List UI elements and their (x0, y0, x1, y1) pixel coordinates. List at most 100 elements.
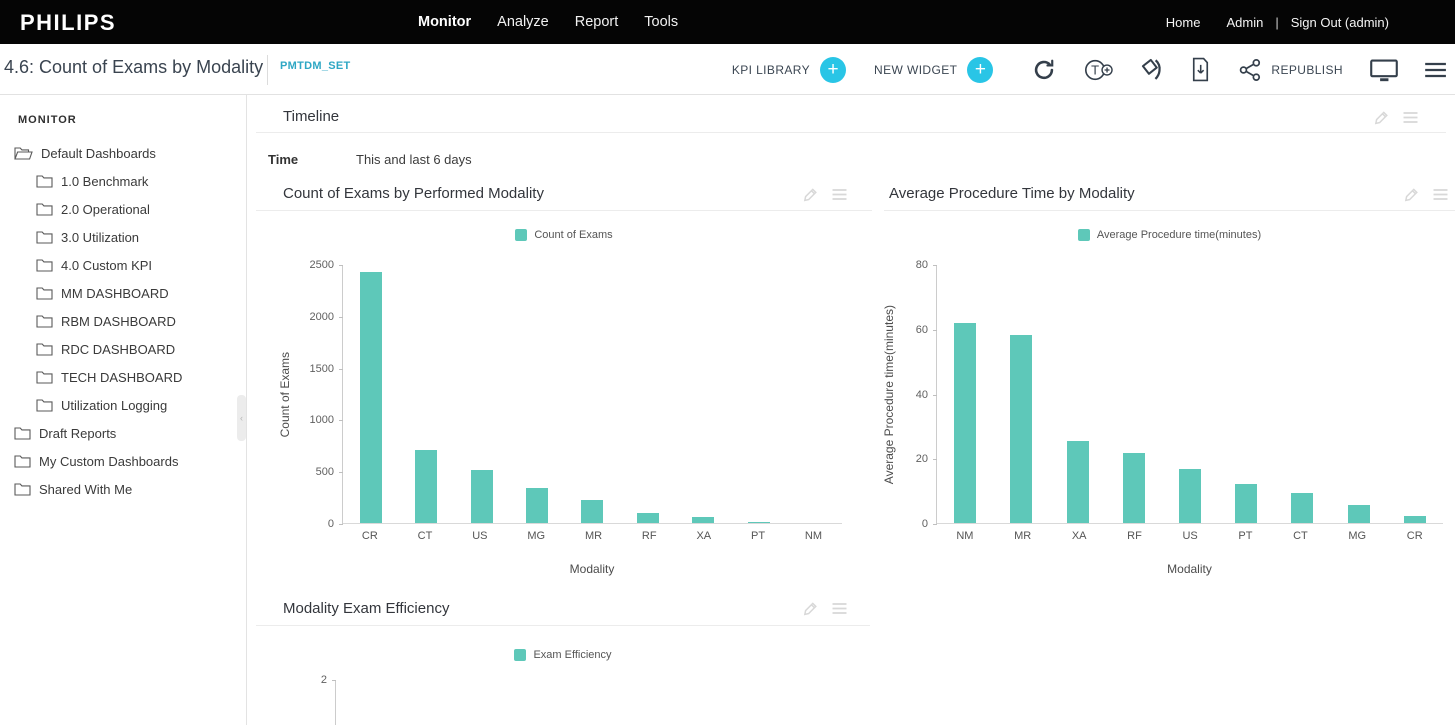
sidebar-collapse-handle[interactable]: ‹ (237, 395, 246, 441)
y-axis-ticks: 0 20 40 60 80 (884, 259, 928, 530)
tag-icon[interactable] (1139, 56, 1166, 83)
sidebar-item-my-custom-dashboards[interactable]: My Custom Dashboards (0, 447, 246, 475)
sidebar-item-default-dashboards[interactable]: Default Dashboards (0, 139, 246, 167)
philips-logo: PHILIPS (20, 10, 117, 35)
y-tick-mark (339, 420, 343, 422)
y-tick-mark (339, 524, 343, 525)
y-tick-mark (332, 680, 336, 681)
chart-legend: Average Procedure time(minutes) (884, 229, 1455, 241)
sign-out-link[interactable]: Sign Out (admin) (1290, 14, 1389, 30)
edit-pencil-icon[interactable] (1403, 186, 1420, 203)
bar-mr[interactable] (581, 499, 604, 524)
y-tick-label: 500 (315, 466, 334, 479)
home-link[interactable]: Home (1165, 14, 1201, 30)
nav-report[interactable]: Report (574, 14, 619, 30)
link-separator: | (1275, 14, 1279, 30)
y-axis-ticks: 0 500 1000 1500 2000 2500 (256, 259, 334, 530)
bar-pt[interactable] (1235, 483, 1258, 524)
bar-mr[interactable] (1010, 334, 1033, 524)
widget-header: Average Procedure Time by Modality (884, 178, 1455, 211)
y-tick-mark (933, 524, 937, 525)
bar-ct[interactable] (415, 450, 438, 524)
sidebar-item-tech-dashboard[interactable]: TECH DASHBOARD (0, 363, 246, 391)
new-widget-label[interactable]: NEW WIDGET (874, 62, 958, 77)
bar-rf[interactable] (636, 512, 659, 524)
sidebar-item-3-0-utilization[interactable]: 3.0 Utilization (0, 223, 246, 251)
bar-rf[interactable] (1122, 452, 1145, 524)
edit-pencil-icon[interactable] (802, 600, 819, 617)
time-value[interactable]: This and last 6 days (356, 152, 472, 167)
sidebar-item-rbm-dashboard[interactable]: RBM DASHBOARD (0, 307, 246, 335)
title-divider (267, 55, 268, 85)
kpi-library-label[interactable]: KPI LIBRARY (731, 62, 811, 77)
republish-label[interactable]: REPUBLISH (1271, 62, 1343, 77)
menu-icon[interactable] (1423, 60, 1447, 80)
plot-area (933, 265, 1443, 525)
kpi-library-add-button[interactable]: + (820, 56, 847, 83)
new-widget-add-button[interactable]: + (967, 56, 994, 83)
bar-ct[interactable] (1291, 493, 1314, 524)
x-axis-title: Modality (569, 562, 615, 576)
folder-icon (36, 286, 53, 300)
legend-label: Average Procedure time(minutes) (1096, 229, 1262, 241)
y-tick-label: 40 (915, 388, 928, 401)
sidebar-item-1-0-benchmark[interactable]: 1.0 Benchmark (0, 167, 246, 195)
bar-cr[interactable] (359, 272, 382, 524)
bar-nm[interactable] (803, 522, 826, 524)
sidebar-item-shared-with-me[interactable]: Shared With Me (0, 475, 246, 503)
y-tick-label: 0 (921, 518, 928, 530)
plot-area (332, 680, 835, 725)
widget-title: Average Procedure Time by Modality (889, 185, 1135, 202)
widget-menu-icon[interactable] (831, 186, 848, 203)
y-tick-mark (933, 394, 937, 396)
dataset-badge[interactable]: PMTDM_SET (280, 60, 351, 72)
bar-nm[interactable] (954, 323, 977, 524)
display-icon[interactable] (1369, 57, 1399, 82)
widget-menu-icon[interactable] (1432, 186, 1449, 203)
x-category-label: CR (1406, 530, 1423, 542)
bar-pt[interactable] (747, 521, 770, 524)
share-icon[interactable] (1237, 57, 1263, 83)
x-category-label: PT (1238, 530, 1253, 542)
nav-analyze[interactable]: Analyze (497, 14, 549, 30)
x-category-label: MR (584, 530, 603, 542)
admin-link[interactable]: Admin (1226, 14, 1264, 30)
sidebar-item-rdc-dashboard[interactable]: RDC DASHBOARD (0, 335, 246, 363)
download-report-icon[interactable] (1188, 56, 1213, 83)
y-tick-mark (933, 265, 937, 266)
widget-menu-icon[interactable] (831, 600, 848, 617)
sidebar-item-utilization-logging[interactable]: Utilization Logging (0, 391, 246, 419)
sidebar-item-mm-dashboard[interactable]: MM DASHBOARD (0, 279, 246, 307)
sidebar-item-label: Draft Reports (39, 425, 117, 441)
y-tick-label: 0 (327, 518, 334, 530)
y-tick-label: 1500 (309, 362, 334, 375)
bar-us[interactable] (470, 469, 493, 524)
bar-xa[interactable] (692, 517, 715, 524)
widget-menu-icon[interactable] (1402, 109, 1419, 126)
widget-header: Modality Exam Efficiency (256, 593, 870, 626)
bar-mg[interactable] (1347, 504, 1370, 524)
x-category-label: RF (1127, 530, 1142, 542)
y-tick-mark (933, 329, 937, 331)
x-axis-categories: NM MR XA RF US PT CT MG CR (936, 530, 1443, 542)
svg-text:T: T (1092, 62, 1100, 77)
bar-mg[interactable] (526, 488, 549, 524)
sidebar-item-4-0-custom-kpi[interactable]: 4.0 Custom KPI (0, 251, 246, 279)
sidebar-item-label: 1.0 Benchmark (61, 173, 149, 189)
sidebar-item-draft-reports[interactable]: Draft Reports (0, 419, 246, 447)
x-axis-title: Modality (1167, 562, 1212, 576)
folder-icon (14, 482, 31, 496)
sidebar-item-label: RBM DASHBOARD (61, 313, 176, 329)
sidebar-item-2-0-operational[interactable]: 2.0 Operational (0, 195, 246, 223)
bar-us[interactable] (1178, 468, 1201, 524)
bars (343, 265, 842, 524)
refresh-icon[interactable] (1031, 57, 1057, 83)
edit-pencil-icon[interactable] (802, 186, 819, 203)
nav-monitor[interactable]: Monitor (418, 14, 472, 30)
bar-xa[interactable] (1066, 441, 1089, 524)
text-add-icon[interactable]: T (1083, 57, 1117, 83)
x-category-label: MG (527, 530, 546, 542)
edit-pencil-icon[interactable] (1373, 109, 1390, 126)
nav-tools[interactable]: Tools (644, 14, 679, 30)
bar-cr[interactable] (1403, 515, 1426, 524)
